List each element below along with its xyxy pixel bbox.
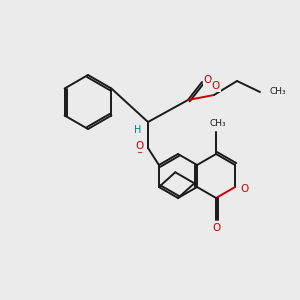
- Text: O: O: [135, 145, 143, 155]
- Text: O: O: [212, 81, 220, 91]
- Text: H: H: [134, 125, 142, 135]
- Text: CH₃: CH₃: [210, 119, 226, 128]
- Text: O: O: [135, 141, 143, 151]
- Text: O: O: [240, 184, 248, 194]
- Text: O: O: [204, 75, 212, 85]
- Text: CH₃: CH₃: [269, 86, 286, 95]
- Text: O: O: [212, 223, 220, 233]
